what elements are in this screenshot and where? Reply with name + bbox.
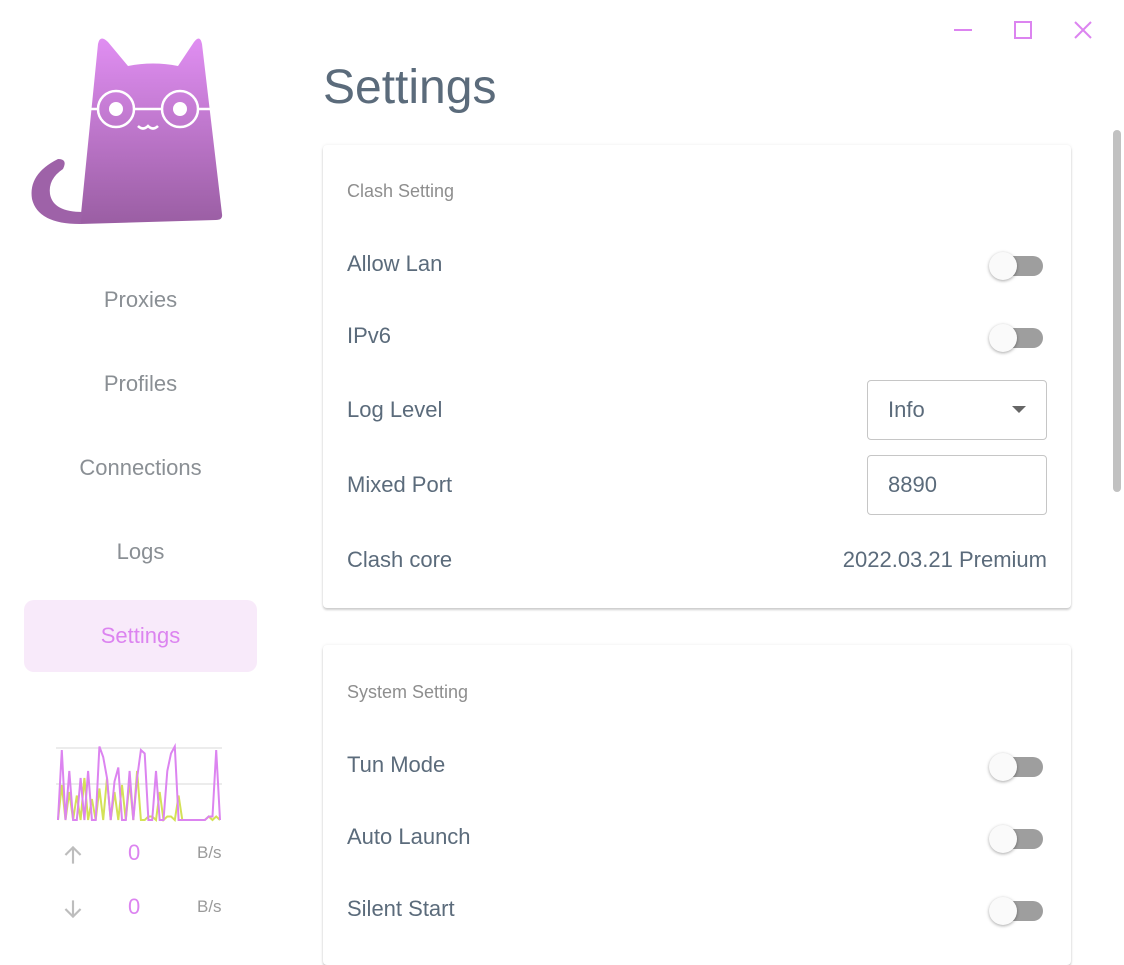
label: Allow Lan xyxy=(347,251,443,276)
tun-mode-switch[interactable] xyxy=(989,750,1047,781)
minimize-icon[interactable] xyxy=(951,18,975,42)
arrow-down-icon xyxy=(64,900,82,919)
label: Silent Start xyxy=(347,896,455,921)
mixed-port-row: Mixed Port 8890 xyxy=(347,455,1047,515)
label: Log Level xyxy=(347,397,443,422)
download-unit: B/s xyxy=(197,897,222,916)
nav-settings[interactable]: Settings xyxy=(24,600,257,672)
mixed-port-input[interactable]: 8890 xyxy=(867,455,1047,515)
allow-lan-row: Allow Lan xyxy=(347,244,1047,284)
select-value: Info xyxy=(888,397,925,422)
arrow-up-icon xyxy=(64,845,82,864)
tun-mode-row: Tun Mode xyxy=(347,745,1047,785)
scrollbar[interactable] xyxy=(1113,130,1121,492)
ipv6-switch[interactable] xyxy=(989,321,1047,352)
log-level-select[interactable]: Info xyxy=(867,380,1047,440)
silent-start-switch[interactable] xyxy=(989,894,1047,925)
section-heading: System Setting xyxy=(347,682,469,702)
maximize-icon[interactable] xyxy=(1011,18,1035,42)
auto-launch-switch[interactable] xyxy=(989,822,1047,853)
log-level-row: Log Level Info xyxy=(347,380,1047,440)
download-value: 0 xyxy=(128,894,141,919)
cat-logo xyxy=(31,38,223,224)
sidebar: Proxies Profiles Connections Logs Settin… xyxy=(0,0,280,937)
auto-launch-row: Auto Launch xyxy=(347,817,1047,857)
clash-core-version: 2022.03.21 Premium xyxy=(842,547,1047,572)
close-icon[interactable] xyxy=(1071,18,1095,42)
clash-setting-card: Clash Setting Allow Lan IPv6 Log Level I… xyxy=(323,145,1071,608)
nav-profiles[interactable]: Profiles xyxy=(103,371,178,396)
label: Mixed Port xyxy=(347,472,453,497)
label: Clash core xyxy=(347,547,453,572)
nav-proxies[interactable]: Proxies xyxy=(103,287,178,312)
upload-unit: B/s xyxy=(197,843,222,862)
download-line xyxy=(57,742,221,821)
label: Tun Mode xyxy=(347,752,446,777)
label: Auto Launch xyxy=(347,824,471,849)
section-heading: Clash Setting xyxy=(347,181,455,201)
clash-core-row: Clash core 2022.03.21 Premium xyxy=(347,540,1047,580)
page-title: Settings xyxy=(323,61,497,114)
label: IPv6 xyxy=(347,323,392,348)
silent-start-row: Silent Start xyxy=(347,889,1047,929)
input-value: 8890 xyxy=(888,472,937,497)
caret-down-icon xyxy=(1012,406,1026,413)
system-setting-card: System Setting Tun Mode Auto Launch Sile… xyxy=(323,645,1071,965)
upload-value: 0 xyxy=(128,840,141,865)
nav-logs[interactable]: Logs xyxy=(116,539,165,564)
allow-lan-switch[interactable] xyxy=(989,249,1047,280)
traffic-graph xyxy=(56,742,222,823)
upload-speed: 0 B/s xyxy=(60,840,230,870)
ipv6-row: IPv6 xyxy=(347,316,1047,356)
nav-connections[interactable]: Connections xyxy=(79,455,202,480)
download-speed: 0 B/s xyxy=(60,894,230,924)
